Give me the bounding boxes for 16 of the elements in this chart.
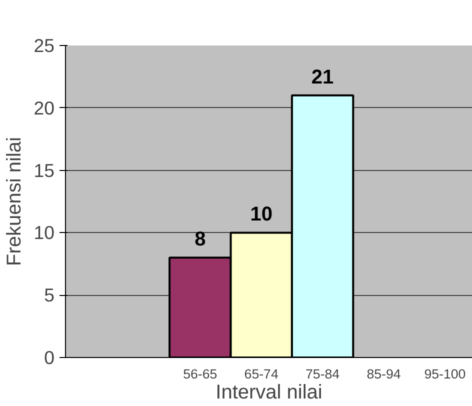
data-label: 21	[311, 66, 334, 88]
y-tick-label: 25	[34, 35, 55, 56]
x-tick-label: 85-94	[366, 366, 402, 382]
y-tick-label: 15	[34, 160, 55, 181]
data-label: 10	[250, 204, 272, 226]
y-axis-title: Frekuensi nilai	[4, 137, 26, 266]
x-tick-label: 95-100	[424, 366, 466, 382]
data-label: 8	[194, 228, 206, 251]
x-axis-title: Interval nilai	[216, 382, 322, 404]
y-tick-label: 20	[34, 97, 55, 118]
x-tick-label: 56-65	[183, 366, 218, 382]
x-tick-label: 75-84	[306, 366, 340, 382]
y-tick-label: 10	[34, 222, 55, 244]
y-tick-label: 5	[44, 284, 55, 306]
y-tick-label: 0	[44, 347, 55, 368]
x-tick-label: 65-74	[244, 366, 279, 382]
